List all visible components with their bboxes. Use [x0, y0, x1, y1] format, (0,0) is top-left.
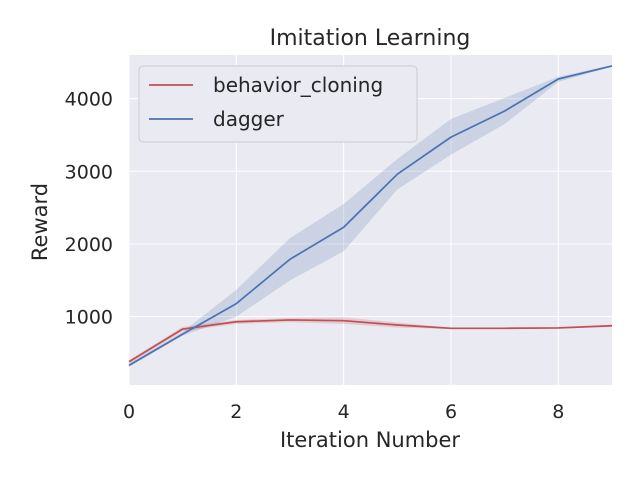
- y-tick-label: 3000: [65, 161, 113, 183]
- legend: behavior_cloning dagger: [138, 65, 418, 143]
- x-tick-labels: 0 2 4 6 8: [123, 401, 564, 423]
- legend-label-behavior-cloning: behavior_cloning: [213, 73, 383, 97]
- chart-title: Imitation Learning: [270, 26, 471, 51]
- y-tick-label: 1000: [65, 307, 113, 329]
- x-tick-label: 8: [552, 401, 564, 423]
- y-tick-label: 4000: [65, 89, 113, 111]
- legend-box: [138, 65, 418, 143]
- x-tick-label: 0: [123, 401, 135, 423]
- y-tick-labels: 1000 2000 3000 4000: [65, 89, 113, 329]
- y-axis-label: Reward: [28, 183, 52, 261]
- x-axis-label: Iteration Number: [280, 428, 460, 452]
- legend-label-dagger: dagger: [213, 107, 285, 131]
- line-behavior-cloning: [128, 319, 613, 363]
- x-tick-label: 4: [338, 401, 350, 423]
- x-tick-label: 6: [445, 401, 457, 423]
- y-tick-label: 2000: [65, 234, 113, 256]
- x-tick-label: 2: [230, 401, 242, 423]
- series-lines: [128, 65, 613, 367]
- line-dagger: [128, 65, 613, 367]
